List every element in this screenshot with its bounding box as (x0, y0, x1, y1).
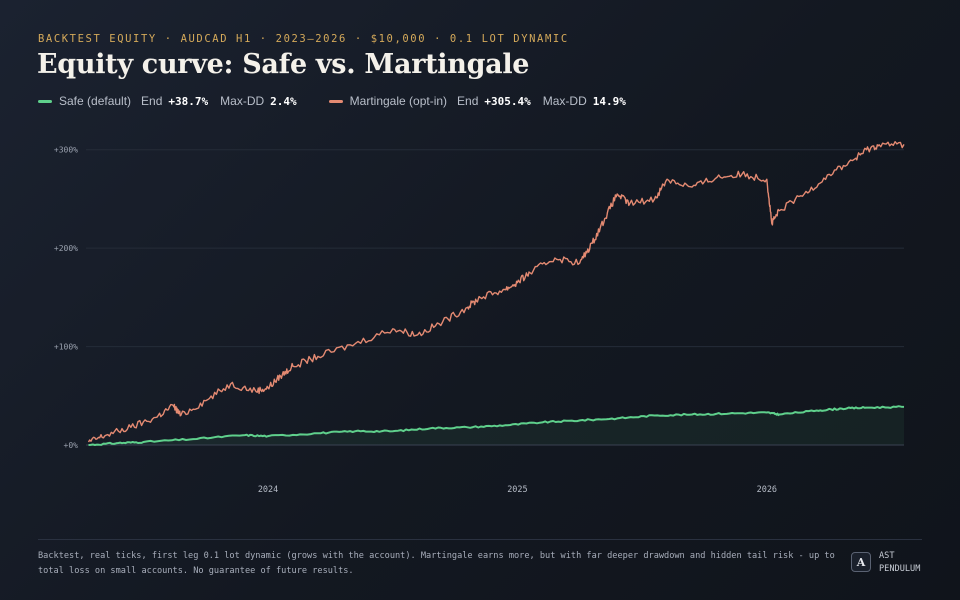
chart-title: Equity curve: Safe vs. Martingale (37, 49, 530, 80)
legend-item-martingale: Martingale (opt-in) End +305.4% Max-DD 1… (328, 94, 638, 108)
legend-end-label-safe: End (141, 94, 163, 108)
legend-label-martingale: Martingale (opt-in) (349, 94, 448, 108)
y-tick-label: +0% (64, 441, 79, 450)
legend-dd-label-safe: Max-DD (220, 94, 265, 108)
x-tick-label: 2026 (757, 485, 777, 495)
legend-end-value-safe: +38.7% (168, 94, 209, 108)
disclaimer-note: Backtest, real ticks, first leg 0.1 lot … (38, 551, 835, 576)
legend-swatch-safe (38, 99, 52, 103)
legend-swatch-martingale (328, 99, 343, 103)
brand-name-line1: AST (879, 551, 895, 561)
brand-name-line2: PENDULUM (879, 564, 921, 574)
y-tick-label: +300% (54, 146, 78, 155)
brand-logo-icon: A (851, 552, 871, 572)
chart-kicker: BACKTEST EQUITY · AUDCAD H1 · 2023–2026 … (38, 33, 569, 45)
legend: Safe (default) End +38.7% Max-DD 2.4% Ma… (38, 94, 658, 108)
series-line-martingale (87, 141, 905, 443)
legend-end-label-martingale: End (457, 94, 479, 108)
legend-item-safe: Safe (default) End +38.7% Max-DD 2.4% (38, 94, 309, 108)
x-tick-label: 2024 (258, 485, 278, 495)
footer-divider (38, 539, 922, 540)
brand: A AST PENDULUM (851, 550, 920, 576)
y-tick-label: +100% (54, 343, 78, 352)
legend-label-safe: Safe (default) (59, 94, 132, 108)
equity-chart: +0% +100% +200% +300% 2024 2025 2026 (54, 141, 905, 495)
legend-dd-label-martingale: Max-DD (542, 94, 587, 108)
legend-dd-value-martingale: 14.9% (592, 94, 626, 108)
series-line-safe (88, 405, 905, 446)
legend-dd-value-safe: 2.4% (270, 94, 297, 108)
brand-name: AST PENDULUM (879, 550, 920, 576)
x-tick-label: 2025 (507, 485, 527, 495)
y-tick-label: +200% (54, 244, 78, 253)
legend-end-value-martingale: +305.4% (484, 94, 531, 108)
